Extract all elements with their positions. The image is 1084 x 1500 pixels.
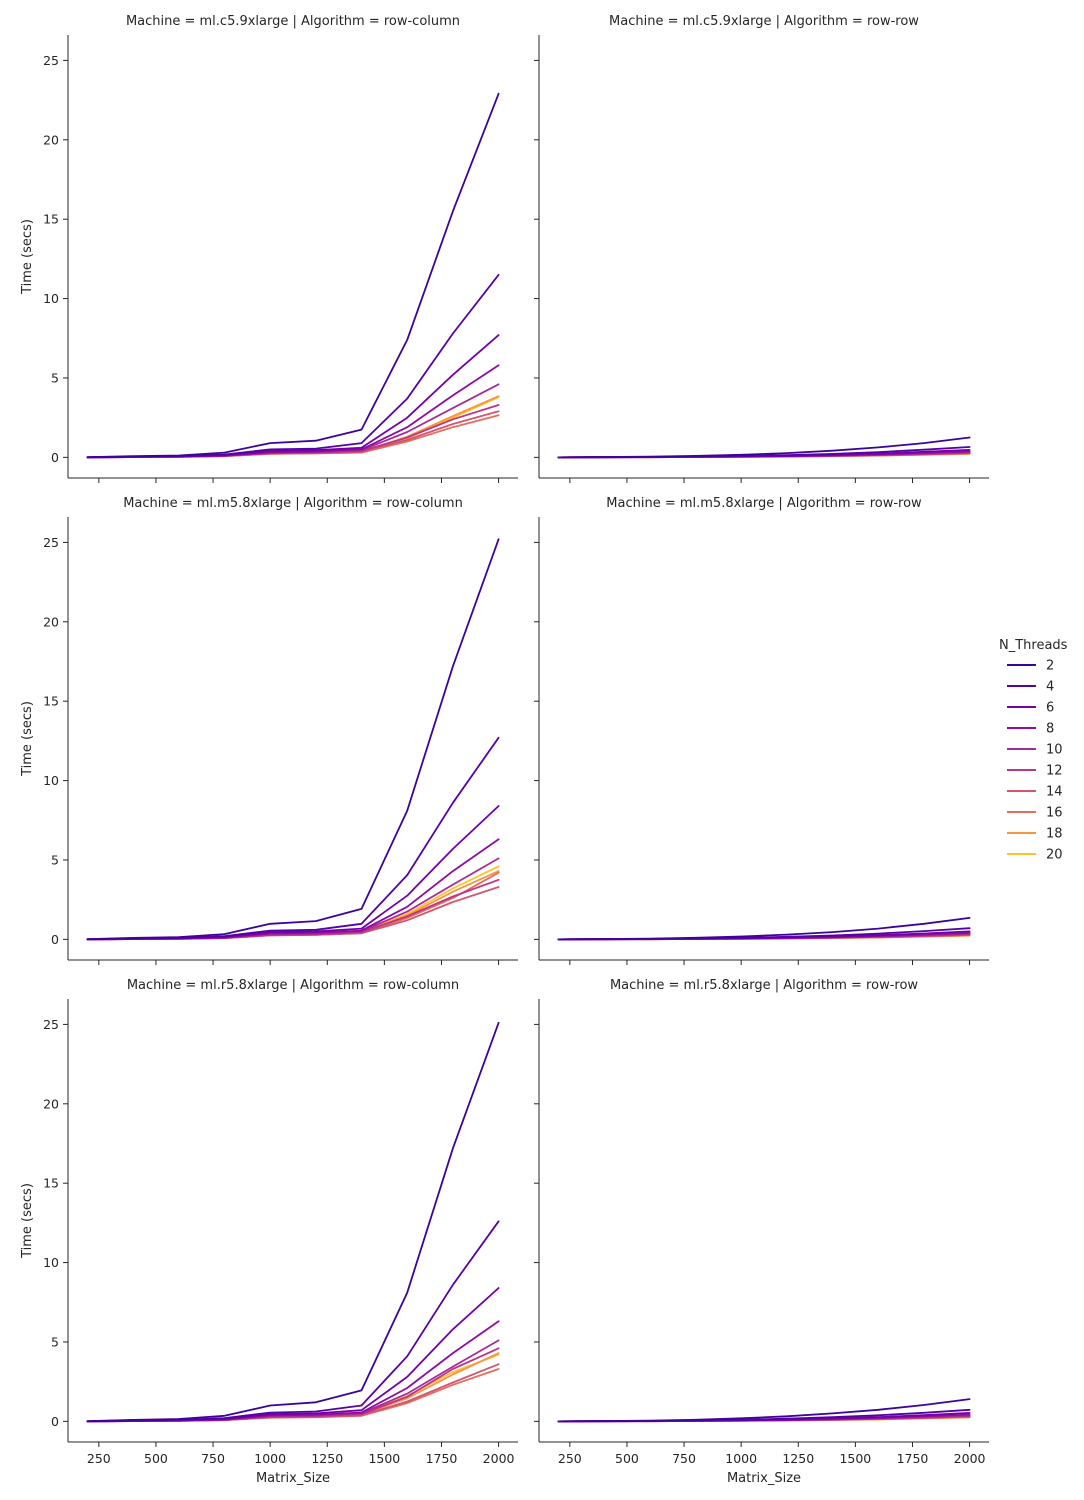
facet-panel: Machine = ml.m5.8xlarge | Algorithm = ro… [534,496,989,965]
y-axis-label: Time (secs) [20,219,35,295]
legend-label: 2 [1046,659,1054,674]
facet-panel: Machine = ml.c5.9xlarge | Algorithm = ro… [534,14,989,483]
series-line-2-threads [86,538,500,941]
x-tick-label: 250 [87,1451,111,1466]
series-line-10-threads [86,857,500,941]
legend-label: 8 [1046,722,1054,737]
y-tick-label: 10 [43,1255,59,1270]
legend-label: 4 [1046,680,1054,695]
series-line-8-threads [86,838,500,941]
y-tick-label: 25 [43,535,59,550]
panel-title: Machine = ml.m5.8xlarge | Algorithm = ro… [123,496,463,511]
legend-label: 20 [1046,848,1063,863]
y-tick-label: 10 [43,773,59,788]
x-tick-label: 1750 [426,1451,458,1466]
legend-label: 12 [1046,764,1063,779]
x-tick-label: 2000 [954,1451,986,1466]
y-tick-label: 0 [51,932,59,947]
x-tick-label: 1750 [897,1451,929,1466]
facet-panel: Machine = ml.r5.8xlarge | Algorithm = ro… [20,978,518,1486]
x-tick-label: 1500 [368,1451,400,1466]
y-tick-label: 15 [43,212,59,227]
series-line-2-threads [557,436,971,459]
y-tick-label: 20 [43,1096,59,1111]
facet-panel: Machine = ml.c5.9xlarge | Algorithm = ro… [20,14,518,483]
legend-label: 10 [1046,743,1063,758]
series-line-10-threads [86,383,500,459]
y-axis-label: Time (secs) [20,701,35,777]
x-axis-label: Matrix_Size [727,1471,801,1486]
y-tick-label: 0 [51,450,59,465]
x-tick-label: 500 [144,1451,168,1466]
x-tick-label: 1000 [725,1451,757,1466]
y-tick-label: 5 [51,852,59,867]
legend-label: 6 [1046,701,1054,716]
y-tick-label: 15 [43,1176,59,1191]
y-tick-label: 5 [51,1334,59,1349]
series-line-6-threads [86,334,500,459]
facet-panel: Machine = ml.r5.8xlarge | Algorithm = ro… [534,978,989,1486]
y-tick-label: 20 [43,614,59,629]
series-line-2-threads [86,92,500,459]
x-tick-label: 750 [201,1451,225,1466]
y-tick-label: 5 [51,370,59,385]
x-tick-label: 250 [558,1451,582,1466]
series-line-8-threads [86,1320,500,1423]
x-tick-label: 2000 [483,1451,515,1466]
legend-label: 14 [1046,785,1063,800]
series-line-6-threads [86,805,500,941]
y-tick-label: 20 [43,132,59,147]
y-tick-label: 15 [43,694,59,709]
legend-title: N_Threads [999,638,1068,653]
series-line-2-threads [557,917,971,941]
series-line-2-threads [557,1398,971,1423]
panel-title: Machine = ml.r5.8xlarge | Algorithm = ro… [610,978,918,993]
y-tick-label: 10 [43,291,59,306]
x-tick-label: 500 [615,1451,639,1466]
facet-panels: Machine = ml.c5.9xlarge | Algorithm = ro… [20,14,989,1486]
series-line-2-threads [86,1021,500,1423]
y-tick-label: 25 [43,53,59,68]
legend: N_Threads 2 4 6 8 10 12 14 16 18 20 [999,638,1068,863]
series-line-6-threads [86,1287,500,1423]
x-tick-label: 1500 [839,1451,871,1466]
panel-title: Machine = ml.c5.9xlarge | Algorithm = ro… [126,14,460,29]
x-tick-label: 750 [672,1451,696,1466]
y-axis-label: Time (secs) [20,1183,35,1259]
x-tick-label: 1250 [311,1451,343,1466]
series-line-12-threads [86,1347,500,1423]
facet-panel: Machine = ml.m5.8xlarge | Algorithm = ro… [20,496,518,965]
legend-label: 18 [1046,827,1063,842]
panel-title: Machine = ml.r5.8xlarge | Algorithm = ro… [127,978,459,993]
panel-title: Machine = ml.c5.9xlarge | Algorithm = ro… [609,14,919,29]
y-tick-label: 25 [43,1017,59,1032]
panel-title: Machine = ml.m5.8xlarge | Algorithm = ro… [606,496,922,511]
x-tick-label: 1250 [782,1451,814,1466]
x-axis-label: Matrix_Size [256,1471,330,1486]
y-tick-label: 0 [51,1414,59,1429]
series-line-8-threads [86,364,500,459]
x-tick-label: 1000 [254,1451,286,1466]
legend-label: 16 [1046,806,1063,821]
